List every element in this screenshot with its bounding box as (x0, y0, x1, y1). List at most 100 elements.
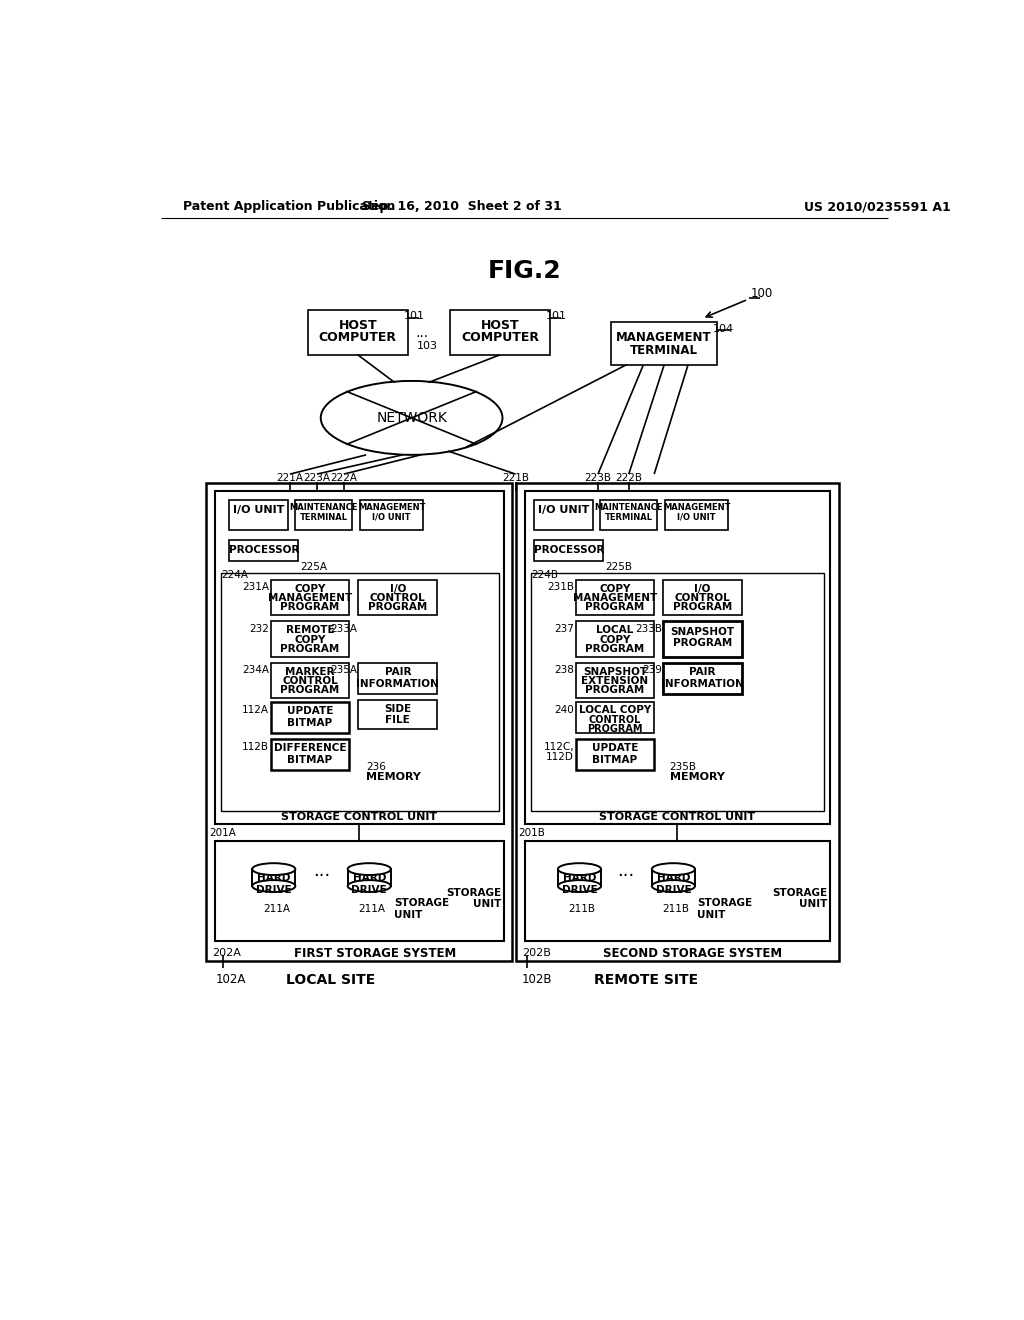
Text: 201A: 201A (209, 828, 236, 838)
Text: UPDATE: UPDATE (287, 706, 333, 717)
Text: I/O: I/O (694, 583, 711, 594)
Ellipse shape (348, 880, 391, 892)
Bar (664, 663, 742, 693)
Text: I/O UNIT: I/O UNIT (538, 504, 589, 515)
Text: 223A: 223A (303, 473, 331, 483)
Text: 240: 240 (554, 705, 574, 714)
Text: 101: 101 (403, 312, 425, 321)
Text: MAINTENANCE: MAINTENANCE (290, 503, 358, 512)
Ellipse shape (252, 863, 295, 875)
Text: STORAGE
UNIT: STORAGE UNIT (772, 887, 827, 909)
Bar (270, 579, 349, 615)
Text: 211A: 211A (263, 904, 290, 915)
Bar (531, 573, 823, 812)
Text: 224A: 224A (221, 570, 249, 579)
Ellipse shape (652, 880, 695, 892)
Text: Patent Application Publication: Patent Application Publication (183, 201, 395, 214)
Text: 238: 238 (554, 665, 574, 676)
Text: MARKER: MARKER (286, 667, 335, 677)
Text: STORAGE
UNIT: STORAGE UNIT (445, 887, 501, 909)
Bar (307, 310, 408, 355)
Text: PROCESSOR: PROCESSOR (228, 545, 299, 556)
Text: 112A: 112A (242, 705, 269, 714)
Bar (451, 310, 550, 355)
Text: 233B: 233B (635, 624, 662, 634)
Text: COMPUTER: COMPUTER (461, 331, 540, 345)
Text: MANAGEMENT: MANAGEMENT (357, 503, 425, 512)
Bar (575, 739, 654, 770)
Text: SECOND STORAGE SYSTEM: SECOND STORAGE SYSTEM (603, 946, 782, 960)
Text: MAINTENANCE: MAINTENANCE (595, 503, 663, 512)
Text: HARD
DRIVE: HARD DRIVE (256, 873, 292, 895)
Text: PROCESSOR: PROCESSOR (534, 545, 604, 556)
Text: LOCAL COPY: LOCAL COPY (579, 705, 651, 714)
Text: SNAPSHOT: SNAPSHOT (671, 627, 735, 638)
Text: 202A: 202A (212, 948, 241, 958)
Bar (524, 841, 830, 941)
Text: 201B: 201B (518, 828, 546, 838)
Text: BITMAP: BITMAP (592, 755, 638, 764)
Bar (358, 663, 437, 693)
Text: PROGRAM: PROGRAM (673, 602, 732, 612)
Text: 239: 239 (642, 665, 662, 676)
Text: PROGRAM: PROGRAM (281, 644, 340, 653)
Text: NETWORK: NETWORK (376, 411, 447, 425)
Text: STORAGE
UNIT: STORAGE UNIT (394, 899, 450, 920)
Text: PROGRAM: PROGRAM (586, 602, 644, 612)
Text: 112C,: 112C, (544, 742, 574, 751)
Text: TERMINAL: TERMINAL (630, 343, 698, 356)
Bar (575, 622, 654, 656)
Bar (611, 322, 717, 364)
Text: 231B: 231B (547, 582, 574, 593)
Bar (215, 491, 504, 824)
Ellipse shape (321, 381, 503, 455)
Text: STORAGE CONTROL UNIT: STORAGE CONTROL UNIT (599, 812, 756, 822)
Text: FIG.2: FIG.2 (488, 259, 561, 282)
Text: COPY: COPY (599, 583, 631, 594)
Text: I/O UNIT: I/O UNIT (232, 504, 284, 515)
Text: LOCAL: LOCAL (596, 626, 634, 635)
Bar (575, 702, 654, 733)
Text: HARD
DRIVE: HARD DRIVE (351, 873, 387, 895)
Text: 211A: 211A (358, 904, 385, 915)
Text: STORAGE
UNIT: STORAGE UNIT (697, 899, 753, 920)
Polygon shape (252, 869, 295, 886)
Text: PROGRAM: PROGRAM (587, 723, 643, 734)
Text: ...: ... (617, 862, 634, 879)
Text: HARD
DRIVE: HARD DRIVE (561, 873, 597, 895)
Bar (295, 500, 352, 529)
Text: STORAGE CONTROL UNIT: STORAGE CONTROL UNIT (282, 812, 437, 822)
Text: 100: 100 (751, 288, 773, 301)
Text: 211B: 211B (568, 904, 596, 915)
Bar (515, 483, 839, 961)
Text: 222B: 222B (615, 473, 642, 483)
Bar (524, 491, 830, 824)
Text: MANAGEMENT: MANAGEMENT (268, 593, 352, 603)
Polygon shape (348, 869, 391, 886)
Text: INFORMATION: INFORMATION (356, 678, 439, 689)
Text: MANAGEMENT: MANAGEMENT (663, 503, 730, 512)
Text: SNAPSHOT: SNAPSHOT (583, 667, 647, 677)
Text: 103: 103 (417, 341, 438, 351)
Text: HOST: HOST (481, 319, 519, 333)
Text: ...: ... (313, 862, 330, 879)
Bar (215, 841, 504, 941)
Text: 236: 236 (367, 762, 386, 772)
Text: FILE: FILE (385, 714, 411, 725)
Text: HARD
DRIVE: HARD DRIVE (655, 873, 691, 895)
Bar (360, 500, 423, 529)
Text: BITMAP: BITMAP (288, 755, 333, 764)
Text: CONTROL: CONTROL (675, 593, 730, 603)
Text: EXTENSION: EXTENSION (582, 676, 648, 686)
Text: REMOTE SITE: REMOTE SITE (594, 973, 698, 987)
Text: PROGRAM: PROGRAM (368, 602, 427, 612)
Text: MEMORY: MEMORY (670, 772, 724, 783)
Text: PROGRAM: PROGRAM (586, 685, 644, 696)
Text: 225A: 225A (300, 562, 327, 573)
Bar (229, 500, 288, 529)
Text: TERMINAL: TERMINAL (605, 512, 652, 521)
Text: DIFFERENCE: DIFFERENCE (273, 743, 346, 754)
Text: PROGRAM: PROGRAM (586, 644, 644, 653)
Bar (575, 579, 654, 615)
Text: 235B: 235B (670, 762, 696, 772)
